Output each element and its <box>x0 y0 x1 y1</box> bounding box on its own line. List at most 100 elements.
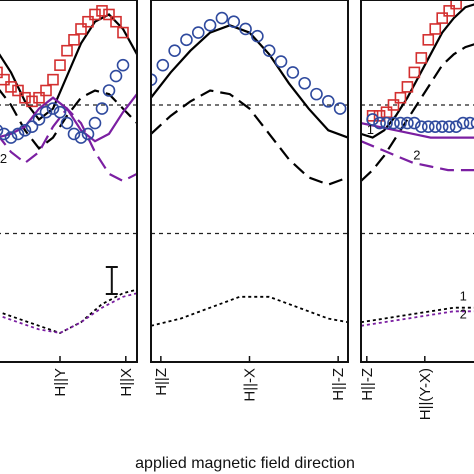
panel-1-series-1-dashed-line <box>0 88 137 150</box>
panel-3-square-marker-9 <box>429 23 442 35</box>
panel-2-circle-marker-5 <box>203 19 217 32</box>
panel-3-series-3-dashed-line <box>361 140 474 172</box>
panel-3-circle-marker-8 <box>421 120 435 133</box>
panel-3-circle-marker-12 <box>449 120 463 133</box>
panel-1-circle-marker-17 <box>109 69 123 83</box>
panel-1-square-marker-18 <box>117 26 129 39</box>
panel-2-circle-marker-11 <box>274 55 288 68</box>
x-axis-label: applied magnetic field direction <box>135 455 355 472</box>
panel-1-plot-area: 2 <box>0 5 137 334</box>
panel-2-circle-marker-3 <box>180 33 193 47</box>
panel-2-circle-marker-13 <box>298 76 311 90</box>
panel-3-curve-label-1: 2 <box>413 147 420 162</box>
panel-3-square-marker-6 <box>408 66 421 79</box>
panel-3: 1 2 1 2 H||-Z H||(Y-X) <box>359 0 474 420</box>
panel-1-square-marker-2 <box>5 81 17 93</box>
panel-3-square-marker-8 <box>422 34 435 46</box>
panel-1-square-marker-7 <box>40 84 52 97</box>
panel-3-circle-marker-4 <box>394 116 407 130</box>
error-bar <box>105 266 118 295</box>
panel-2: H||Z H||-X H||-Z <box>150 0 349 402</box>
panel-2-plot-area <box>151 11 348 327</box>
panel-1-square-marker-16 <box>103 8 115 21</box>
panel-3-square-marker-10 <box>436 12 449 24</box>
panel-1-circle-marker-8 <box>46 102 60 115</box>
panel-1-circle-marker-15 <box>95 102 109 115</box>
panel-3-series-2-solid-line <box>361 122 474 139</box>
panel-1: 2 H||Y H||X <box>0 0 138 397</box>
panel-1-square-marker-1 <box>0 73 10 86</box>
panel-3-tick-label-1: H||(Y-X) <box>417 368 434 420</box>
panel-1-square-marker-5 <box>26 95 38 108</box>
panel-3-square-marker-12 <box>450 0 462 10</box>
panel-1-circle-marker-4 <box>18 124 32 137</box>
panel-3-curve-label-0: 1 <box>367 122 374 137</box>
panel-2-circle-marker-15 <box>321 95 335 108</box>
panel-3-square-marker-7 <box>415 52 428 64</box>
panel-3-square-marker-3 <box>387 99 400 111</box>
panel-3-plot-area: 1 2 1 2 <box>361 0 474 327</box>
panel-1-series-4-dotted-line <box>0 288 137 334</box>
panel-3-frame <box>360 0 474 363</box>
panel-3-circle-marker-14 <box>463 116 474 130</box>
panel-3-curve-label-3: 2 <box>460 307 467 322</box>
panel-1-square-marker-15 <box>96 5 108 17</box>
panel-1-square-marker-8 <box>47 73 59 86</box>
panel-3-square-marker-2 <box>380 106 393 119</box>
panel-1-frame <box>0 0 138 363</box>
panel-3-square-marker-5 <box>401 81 414 93</box>
panel-1-circle-marker-0 <box>0 124 4 136</box>
panel-1-circle-marker-16 <box>102 84 116 97</box>
panel-2-tick-label-1: H||-X <box>242 368 259 402</box>
panel-3-circle-marker-3 <box>387 116 400 130</box>
panel-2-circle-marker-8 <box>239 22 252 36</box>
chart-panels: 2 H||Y H||X H||Z H||-X H||-Z 1 2 1 2 H||-Z H||(Y-X) <box>0 0 474 420</box>
panel-3-circle-marker-9 <box>428 120 442 133</box>
panel-3-circle-marker-1 <box>373 116 386 130</box>
panel-2-series-2-dotted-line <box>151 295 348 327</box>
panel-1-circle-marker-11 <box>67 127 81 141</box>
panel-1-circle-marker-7 <box>39 105 53 119</box>
panel-1-circle-marker-10 <box>60 116 74 130</box>
panel-1-curve-label-0: 2 <box>0 151 7 166</box>
panel-2-tick-label-2: H||-Z <box>330 368 347 401</box>
panel-2-circle-marker-12 <box>286 66 300 79</box>
panel-2-circle-marker-14 <box>310 87 323 101</box>
panel-2-series-0-solid-line <box>151 24 348 139</box>
panel-1-circle-marker-14 <box>88 116 102 130</box>
panel-1-series-0-solid-line <box>0 13 137 122</box>
panel-2-circle-marker-1 <box>156 58 170 72</box>
panel-2-circle-marker-7 <box>227 15 241 29</box>
panel-3-square-marker-4 <box>394 91 407 104</box>
panel-3-circle-marker-13 <box>456 116 470 130</box>
panel-1-square-marker-12 <box>75 23 87 35</box>
panel-3-circle-marker-6 <box>408 116 421 130</box>
panel-2-series-1-dashed-line <box>151 89 348 186</box>
panel-1-series-3-dashed-line <box>0 106 137 183</box>
panel-3-series-4-dotted-line <box>361 306 474 324</box>
panel-1-series-5-dotted-line <box>0 292 137 334</box>
panel-2-circle-marker-4 <box>191 26 205 39</box>
panel-1-circle-marker-9 <box>53 105 67 119</box>
panel-3-circle-marker-5 <box>401 116 414 130</box>
panel-1-square-marker-9 <box>54 59 66 71</box>
panel-3-circle-marker-15 <box>470 117 474 129</box>
panel-3-circle-marker-2 <box>380 116 393 130</box>
panel-2-circle-marker-0 <box>151 73 158 86</box>
panel-2-circle-marker-6 <box>215 11 229 25</box>
panel-1-circle-marker-13 <box>81 127 95 141</box>
panel-1-circle-marker-18 <box>116 58 130 72</box>
panel-3-series-6-markers <box>366 0 462 122</box>
panel-3-circle-marker-10 <box>435 120 449 133</box>
panel-2-tick-label-0: H||Z <box>153 368 170 396</box>
panel-1-square-marker-6 <box>33 91 45 104</box>
panel-1-square-marker-0 <box>0 66 3 79</box>
panel-1-square-marker-4 <box>19 91 31 104</box>
panel-1-series-6-markers <box>0 5 129 108</box>
panel-1-circle-marker-5 <box>25 120 39 133</box>
panel-2-circle-marker-16 <box>333 102 347 115</box>
panel-1-circle-marker-12 <box>74 131 88 144</box>
panel-1-square-marker-10 <box>61 44 73 57</box>
panel-1-tick-label-0: H||Y <box>52 368 69 397</box>
